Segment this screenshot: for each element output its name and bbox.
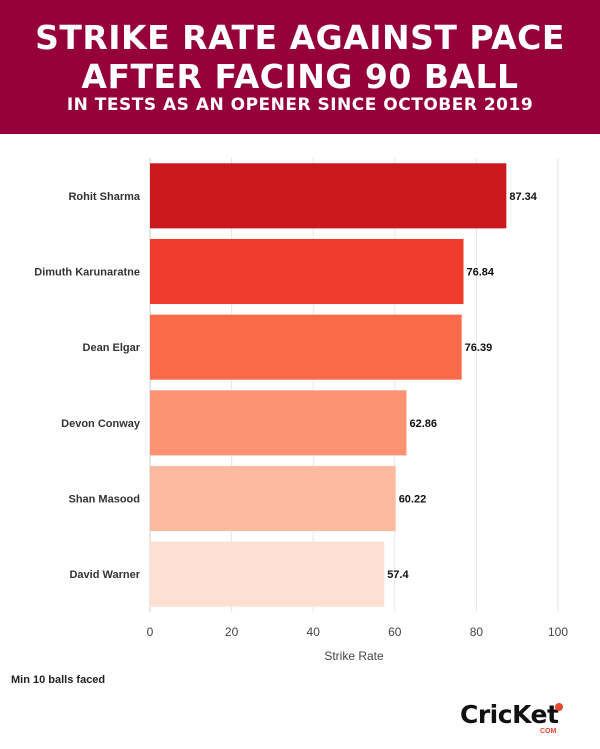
x-tick-label: 20 [225, 625, 239, 639]
header-banner: STRIKE RATE AGAINST PACE AFTER FACING 90… [0, 0, 600, 134]
category-label: Dimuth Karunaratne [34, 267, 140, 279]
category-label: Dean Elgar [83, 342, 141, 354]
value-label: 76.39 [465, 342, 493, 354]
chart-title-line2: AFTER FACING 90 BALL [81, 57, 519, 96]
logo-sub: COM [540, 728, 557, 735]
x-tick-label: 40 [307, 625, 321, 639]
bar [150, 465, 396, 532]
bar [150, 238, 464, 305]
logo-dot-icon [555, 703, 563, 711]
value-label: 62.86 [409, 418, 437, 430]
x-tick-label: 100 [548, 625, 568, 639]
x-tick-label: 60 [388, 625, 402, 639]
footnote: Min 10 balls faced [11, 674, 106, 686]
value-label: 87.34 [509, 191, 537, 203]
category-label: Shan Masood [68, 494, 140, 506]
bar [150, 163, 507, 229]
category-label: Devon Conway [61, 418, 141, 430]
value-label: 76.84 [467, 267, 495, 279]
value-label: 60.22 [399, 494, 427, 506]
x-tick-label: 80 [470, 625, 484, 639]
cricket-com-logo: CricKet COM [452, 700, 582, 740]
category-label: David Warner [69, 569, 140, 581]
chart-subtitle: IN TESTS AS AN OPENER SINCE OCTOBER 2019 [66, 95, 534, 115]
x-axis-title: Strike Rate [324, 649, 384, 663]
x-tick-label: 0 [147, 625, 154, 639]
bar [150, 541, 385, 607]
bar [150, 314, 462, 380]
value-label: 57.4 [387, 569, 409, 581]
bar-chart: Rohit Sharma 87.34 Dimuth Karunaratne 76.84… [34, 158, 568, 663]
bar [150, 390, 407, 456]
chart-title-line1: STRIKE RATE AGAINST PACE [35, 18, 565, 57]
logo-wordmark: CricKet [460, 700, 559, 729]
category-label: Rohit Sharma [68, 191, 140, 203]
